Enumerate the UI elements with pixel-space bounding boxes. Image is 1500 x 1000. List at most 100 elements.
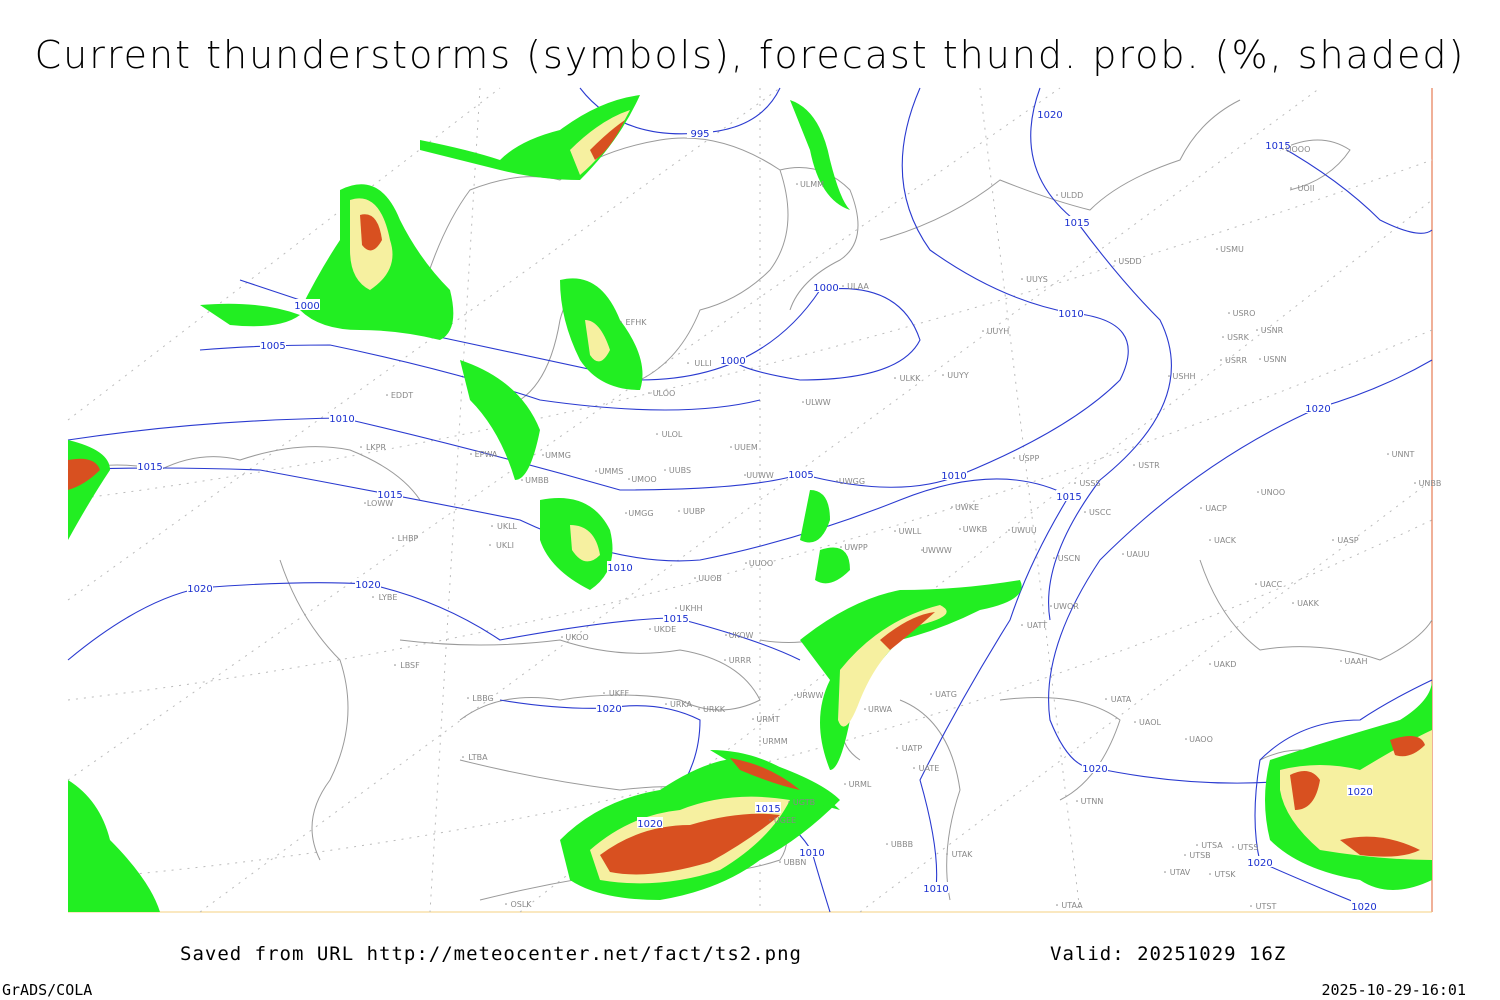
station-label: UUYH <box>987 327 1010 336</box>
station-label: UNOO <box>1261 488 1285 497</box>
station-label: UTSA <box>1201 841 1223 850</box>
station-label: UATG <box>935 690 957 699</box>
isobar-label-bg <box>1347 785 1373 796</box>
station-label: UBBN <box>784 858 807 867</box>
isobar-label: 1010 <box>941 471 966 482</box>
station-dot <box>595 470 597 472</box>
station-label: ULOO <box>653 389 676 398</box>
isobar-label-bg <box>329 412 355 423</box>
isobar-label: 1020 <box>1351 902 1376 913</box>
station-dot <box>759 740 761 742</box>
isobar-label-bg <box>788 468 814 479</box>
station-label: LYBE <box>379 593 398 602</box>
station-label: UAKK <box>1297 599 1320 608</box>
station-label: URKK <box>703 705 726 714</box>
station-dot <box>1074 482 1076 484</box>
isobar-label-bg <box>1082 762 1108 773</box>
coastlines <box>67 99 1433 901</box>
station-dot <box>1256 329 1258 331</box>
station-label: UTSK <box>1214 870 1236 879</box>
station-dot <box>1292 602 1294 604</box>
station-dot <box>946 853 948 855</box>
station-dot <box>1021 624 1023 626</box>
station-dot <box>364 502 366 504</box>
isobar-label-bg <box>663 612 689 623</box>
station-label: UOOO <box>1286 145 1311 154</box>
station-label: UWKE <box>955 503 979 512</box>
station-label: UATA <box>1111 695 1132 704</box>
isobar-label-bg <box>1058 307 1084 318</box>
station-label: UUBP <box>683 507 705 516</box>
station-dot <box>959 528 961 530</box>
station-label: UNBB <box>1419 479 1442 488</box>
station-dot <box>664 469 666 471</box>
station-label: EFHK <box>626 318 648 327</box>
station-label: UKOW <box>729 631 754 640</box>
station-label: USRR <box>1225 356 1247 365</box>
station-label: ULMM <box>800 180 824 189</box>
station-label: UWWW <box>922 546 952 555</box>
station-label: UKOO <box>565 633 588 642</box>
station-dot <box>625 512 627 514</box>
station-label: UUEM <box>734 443 758 452</box>
station-dot <box>1105 698 1107 700</box>
station-dot <box>886 843 888 845</box>
station-dot <box>1209 873 1211 875</box>
station-dot <box>1008 529 1010 531</box>
station-dot <box>372 596 374 598</box>
station-label: URMM <box>762 737 787 746</box>
station-dot <box>694 577 696 579</box>
station-dot <box>779 861 781 863</box>
station-label: UOII <box>1298 184 1315 193</box>
station-label: UKLI <box>496 541 514 550</box>
station-dot <box>1185 738 1187 740</box>
isobar-label: 1010 <box>923 884 948 895</box>
isobar-label-bg <box>607 561 633 572</box>
station-label: USCN <box>1058 554 1081 563</box>
station-label: ULKK <box>900 374 922 383</box>
isobar-label: 1020 <box>1082 764 1107 775</box>
station-label: UTST <box>1256 902 1277 911</box>
station-label: UMMS <box>599 467 624 476</box>
station-dot <box>1084 511 1086 513</box>
isobar-label: 1015 <box>1056 492 1081 503</box>
station-dot <box>675 607 677 609</box>
station-dot <box>628 478 630 480</box>
isobar-label: 1020 <box>1247 858 1272 869</box>
station-dot <box>489 544 491 546</box>
station-dot <box>1209 539 1211 541</box>
isobar-label-bg <box>137 460 163 471</box>
station-label: UKHH <box>679 604 702 613</box>
station-label: EPWA <box>475 450 498 459</box>
isobar-label: 1020 <box>1037 110 1062 121</box>
station-labels: ULMM ULDD USDD USMU UOII UOOO ULAA UUYS UUYH USRO… <box>360 145 1441 911</box>
source-url: Saved from URL http://meteocenter.net/fa… <box>180 943 802 965</box>
isobar-label: 1015 <box>137 462 162 473</box>
station-dot <box>788 801 790 803</box>
station-dot <box>1250 905 1252 907</box>
isobar-label: 1000 <box>294 301 319 312</box>
station-label: UATP <box>902 744 923 753</box>
station-dot <box>896 747 898 749</box>
station-label: UATE <box>919 764 940 773</box>
map-title: Current thunderstorms (symbols), forecas… <box>35 33 1466 77</box>
station-label: LOWW <box>367 499 393 508</box>
station-label: ULWW <box>805 398 830 407</box>
station-label: UMBB <box>525 476 549 485</box>
station-dot <box>724 659 726 661</box>
isobar-label: 1015 <box>1265 141 1290 152</box>
station-dot <box>467 697 469 699</box>
station-dot <box>1232 846 1234 848</box>
station-dot <box>744 474 746 476</box>
station-dot <box>1282 148 1284 150</box>
station-dot <box>745 562 747 564</box>
station-dot <box>1332 539 1334 541</box>
station-dot <box>360 446 362 448</box>
station-dot <box>1184 854 1186 856</box>
station-dot <box>1056 904 1058 906</box>
station-label: URRR <box>729 656 752 665</box>
station-label: UACC <box>1260 580 1283 589</box>
station-label: USRO <box>1233 309 1256 318</box>
station-dot <box>505 903 507 905</box>
station-label: USPP <box>1019 454 1040 463</box>
